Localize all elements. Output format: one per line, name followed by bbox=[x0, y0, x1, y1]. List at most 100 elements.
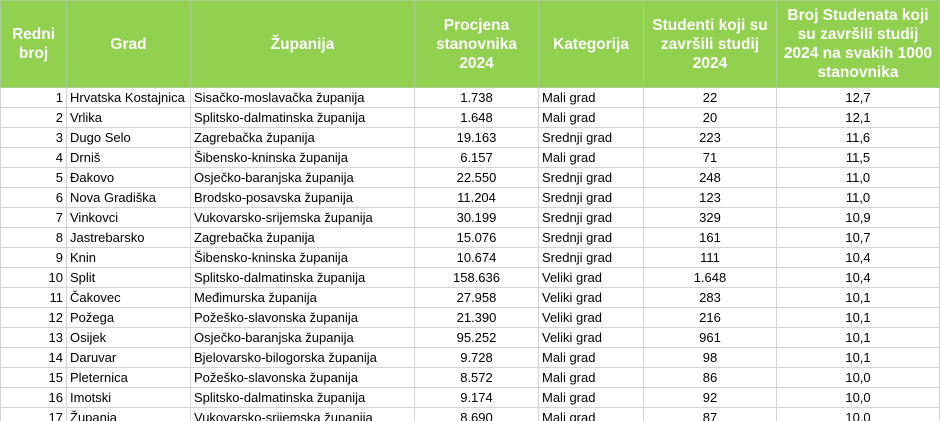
cell-broj-na-1000[interactable]: 11,0 bbox=[776, 167, 940, 188]
cell-studenti[interactable]: 123 bbox=[643, 187, 777, 208]
cell-redni-broj[interactable]: 13 bbox=[0, 327, 67, 348]
cell-procjena[interactable]: 95.252 bbox=[414, 327, 539, 348]
cell-procjena[interactable]: 21.390 bbox=[414, 307, 539, 328]
cell-broj-na-1000[interactable]: 10,1 bbox=[776, 327, 940, 348]
cell-broj-na-1000[interactable]: 11,0 bbox=[776, 187, 940, 208]
cell-grad[interactable]: Split bbox=[66, 267, 191, 288]
cell-studenti[interactable]: 111 bbox=[643, 247, 777, 268]
cell-studenti[interactable]: 248 bbox=[643, 167, 777, 188]
cell-procjena[interactable]: 8.572 bbox=[414, 367, 539, 388]
cell-zupanija[interactable]: Splitsko-dalmatinska županija bbox=[190, 267, 415, 288]
cell-broj-na-1000[interactable]: 10,0 bbox=[776, 407, 940, 421]
cell-broj-na-1000[interactable]: 10,1 bbox=[776, 347, 940, 368]
cell-procjena[interactable]: 10.674 bbox=[414, 247, 539, 268]
cell-studenti[interactable]: 223 bbox=[643, 127, 777, 148]
cell-studenti[interactable]: 86 bbox=[643, 367, 777, 388]
cell-kategorija[interactable]: Srednji grad bbox=[538, 247, 644, 268]
cell-redni-broj[interactable]: 14 bbox=[0, 347, 67, 368]
cell-grad[interactable]: Hrvatska Kostajnica bbox=[66, 87, 191, 108]
cell-studenti[interactable]: 329 bbox=[643, 207, 777, 228]
cell-redni-broj[interactable]: 10 bbox=[0, 267, 67, 288]
cell-grad[interactable]: Nova Gradiška bbox=[66, 187, 191, 208]
cell-zupanija[interactable]: Sisačko-moslavačka županija bbox=[190, 87, 415, 108]
cell-studenti[interactable]: 22 bbox=[643, 87, 777, 108]
cell-zupanija[interactable]: Požeško-slavonska županija bbox=[190, 367, 415, 388]
cell-studenti[interactable]: 98 bbox=[643, 347, 777, 368]
cell-redni-broj[interactable]: 4 bbox=[0, 147, 67, 168]
cell-broj-na-1000[interactable]: 12,7 bbox=[776, 87, 940, 108]
cell-procjena[interactable]: 22.550 bbox=[414, 167, 539, 188]
cell-kategorija[interactable]: Mali grad bbox=[538, 387, 644, 408]
cell-zupanija[interactable]: Vukovarsko-srijemska županija bbox=[190, 207, 415, 228]
cell-grad[interactable]: Daruvar bbox=[66, 347, 191, 368]
cell-redni-broj[interactable]: 15 bbox=[0, 367, 67, 388]
cell-studenti[interactable]: 961 bbox=[643, 327, 777, 348]
cell-broj-na-1000[interactable]: 10,9 bbox=[776, 207, 940, 228]
cell-grad[interactable]: Vinkovci bbox=[66, 207, 191, 228]
cell-procjena[interactable]: 19.163 bbox=[414, 127, 539, 148]
cell-grad[interactable]: Pleternica bbox=[66, 367, 191, 388]
cell-kategorija[interactable]: Veliki grad bbox=[538, 327, 644, 348]
cell-grad[interactable]: Osijek bbox=[66, 327, 191, 348]
cell-procjena[interactable]: 158.636 bbox=[414, 267, 539, 288]
cell-procjena[interactable]: 11.204 bbox=[414, 187, 539, 208]
cell-zupanija[interactable]: Požeško-slavonska županija bbox=[190, 307, 415, 328]
cell-redni-broj[interactable]: 16 bbox=[0, 387, 67, 408]
cell-zupanija[interactable]: Bjelovarsko-bilogorska županija bbox=[190, 347, 415, 368]
cell-kategorija[interactable]: Veliki grad bbox=[538, 267, 644, 288]
cell-grad[interactable]: Dugo Selo bbox=[66, 127, 191, 148]
cell-kategorija[interactable]: Srednji grad bbox=[538, 127, 644, 148]
cell-procjena[interactable]: 15.076 bbox=[414, 227, 539, 248]
cell-redni-broj[interactable]: 11 bbox=[0, 287, 67, 308]
cell-studenti[interactable]: 161 bbox=[643, 227, 777, 248]
cell-studenti[interactable]: 92 bbox=[643, 387, 777, 408]
cell-kategorija[interactable]: Mali grad bbox=[538, 87, 644, 108]
cell-broj-na-1000[interactable]: 10,1 bbox=[776, 287, 940, 308]
cell-kategorija[interactable]: Mali grad bbox=[538, 407, 644, 421]
cell-redni-broj[interactable]: 8 bbox=[0, 227, 67, 248]
cell-kategorija[interactable]: Mali grad bbox=[538, 147, 644, 168]
cell-kategorija[interactable]: Srednji grad bbox=[538, 207, 644, 228]
cell-redni-broj[interactable]: 6 bbox=[0, 187, 67, 208]
cell-redni-broj[interactable]: 7 bbox=[0, 207, 67, 228]
cell-kategorija[interactable]: Mali grad bbox=[538, 367, 644, 388]
cell-zupanija[interactable]: Vukovarsko-srijemska županija bbox=[190, 407, 415, 421]
cell-procjena[interactable]: 8.690 bbox=[414, 407, 539, 421]
cell-zupanija[interactable]: Zagrebačka županija bbox=[190, 127, 415, 148]
cell-redni-broj[interactable]: 1 bbox=[0, 87, 67, 108]
cell-broj-na-1000[interactable]: 10,0 bbox=[776, 387, 940, 408]
cell-procjena[interactable]: 30.199 bbox=[414, 207, 539, 228]
cell-broj-na-1000[interactable]: 10,0 bbox=[776, 367, 940, 388]
cell-grad[interactable]: Knin bbox=[66, 247, 191, 268]
header-zupanija[interactable]: Županija bbox=[190, 0, 415, 88]
cell-redni-broj[interactable]: 5 bbox=[0, 167, 67, 188]
cell-grad[interactable]: Županja bbox=[66, 407, 191, 421]
cell-zupanija[interactable]: Osječko-baranjska županija bbox=[190, 167, 415, 188]
cell-procjena[interactable]: 27.958 bbox=[414, 287, 539, 308]
cell-studenti[interactable]: 20 bbox=[643, 107, 777, 128]
header-procjena[interactable]: Procjena stanovnika 2024 bbox=[414, 0, 539, 88]
cell-zupanija[interactable]: Splitsko-dalmatinska županija bbox=[190, 387, 415, 408]
cell-procjena[interactable]: 6.157 bbox=[414, 147, 539, 168]
cell-broj-na-1000[interactable]: 10,4 bbox=[776, 247, 940, 268]
cell-zupanija[interactable]: Šibensko-kninska županija bbox=[190, 147, 415, 168]
cell-procjena[interactable]: 9.174 bbox=[414, 387, 539, 408]
header-grad[interactable]: Grad bbox=[66, 0, 191, 88]
cell-redni-broj[interactable]: 9 bbox=[0, 247, 67, 268]
header-broj-na-1000[interactable]: Broj Studenata koji su završili studij 2… bbox=[776, 0, 940, 88]
cell-zupanija[interactable]: Međimurska županija bbox=[190, 287, 415, 308]
cell-grad[interactable]: Čakovec bbox=[66, 287, 191, 308]
cell-zupanija[interactable]: Osječko-baranjska županija bbox=[190, 327, 415, 348]
cell-grad[interactable]: Đakovo bbox=[66, 167, 191, 188]
cell-zupanija[interactable]: Zagrebačka županija bbox=[190, 227, 415, 248]
cell-redni-broj[interactable]: 3 bbox=[0, 127, 67, 148]
cell-studenti[interactable]: 283 bbox=[643, 287, 777, 308]
cell-studenti[interactable]: 216 bbox=[643, 307, 777, 328]
header-redni-broj[interactable]: Redni broj bbox=[0, 0, 67, 88]
header-studenti[interactable]: Studenti koji su završili studij 2024 bbox=[643, 0, 777, 88]
header-kategorija[interactable]: Kategorija bbox=[538, 0, 644, 88]
cell-kategorija[interactable]: Veliki grad bbox=[538, 307, 644, 328]
cell-kategorija[interactable]: Srednji grad bbox=[538, 227, 644, 248]
cell-grad[interactable]: Jastrebarsko bbox=[66, 227, 191, 248]
cell-broj-na-1000[interactable]: 10,7 bbox=[776, 227, 940, 248]
